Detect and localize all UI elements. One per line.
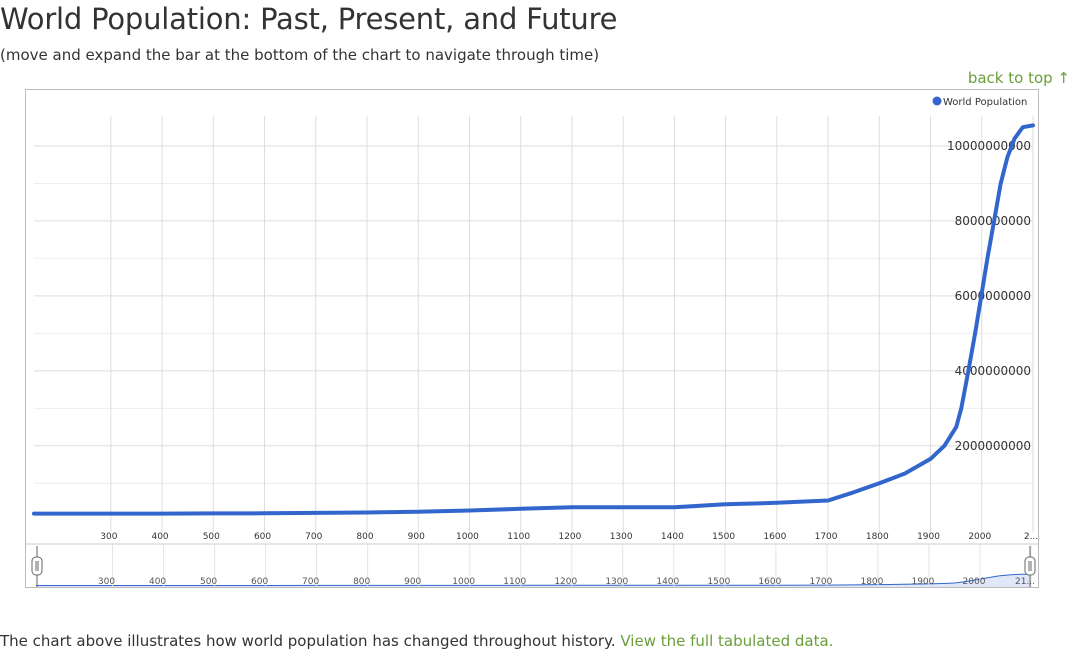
y-tick-label: 6000000000	[955, 289, 1031, 303]
x-tick-label: 900	[408, 532, 425, 542]
chart-canvas: 300 400 500 600 700 800 900 1000 1100 1200 1300 140…	[26, 96, 1038, 587]
x-tick-label: 400	[151, 532, 168, 542]
navigator-tick-label: 1700	[809, 577, 832, 587]
navigator-tick-label: 800	[353, 577, 370, 587]
page-subtitle: (move and expand the bar at the bottom o…	[0, 46, 600, 64]
x-tick-label: 300	[100, 532, 117, 542]
y-tick-label: 4000000000	[955, 364, 1031, 378]
chart-caption: The chart above illustrates how world po…	[0, 632, 833, 650]
navigator-tick-label: 600	[251, 577, 268, 587]
handle-grip	[31, 556, 43, 576]
x-tick-label: 1200	[558, 532, 581, 542]
navigator-tick-label: 1800	[860, 577, 883, 587]
x-tick-label: 1400	[661, 532, 684, 542]
population-chart[interactable]: 300 400 500 600 700 800 900 1000 1100 1200 1300 140…	[25, 89, 1039, 588]
x-tick-label: 1700	[815, 532, 838, 542]
navigator-tick-label: 400	[149, 577, 166, 587]
navigator-left-handle[interactable]	[31, 546, 43, 587]
navigator-tick-label: 1300	[605, 577, 628, 587]
x-tick-label: 1500	[712, 532, 735, 542]
navigator-tick-label: 1200	[554, 577, 577, 587]
navigator-tick-label: 900	[404, 577, 421, 587]
x-tick-label: 500	[203, 532, 220, 542]
navigator-tick-label: 300	[98, 577, 115, 587]
navigator-tick-label: 1100	[503, 577, 526, 587]
legend-label: World Population	[943, 97, 1027, 108]
y-tick-label: 2000000000	[955, 439, 1031, 453]
x-tick-label: 1600	[763, 532, 786, 542]
navigator-tick-label: 1400	[656, 577, 679, 587]
x-tick-label: 1900	[917, 532, 940, 542]
x-tick-label: 700	[305, 532, 322, 542]
navigator-tick-label: 1900	[911, 577, 934, 587]
x-tick-label: 800	[356, 532, 373, 542]
caption-text: The chart above illustrates how world po…	[0, 632, 621, 650]
navigator-tick-label: 1600	[758, 577, 781, 587]
y-tick-label: 10000000000	[947, 139, 1031, 153]
legend-marker	[932, 96, 942, 106]
x-tick-label: 2000	[968, 532, 991, 542]
handle-grip	[1024, 556, 1036, 576]
x-tick-label: 1800	[866, 532, 889, 542]
x-tick-label: 1100	[507, 532, 530, 542]
navigator-tick-label: 700	[302, 577, 319, 587]
navigator-line	[36, 573, 1031, 586]
navigator-right-handle[interactable]	[1024, 546, 1036, 587]
view-data-link[interactable]: View the full tabulated data.	[620, 632, 834, 650]
x-tick-label: 1000	[456, 532, 479, 542]
x-tick-label: 1300	[610, 532, 633, 542]
navigator-tick-label: 1000	[452, 577, 475, 587]
navigator-tick-label: 500	[200, 577, 217, 587]
page-title: World Population: Past, Present, and Fut…	[0, 2, 618, 36]
series-line	[32, 123, 1035, 516]
navigator-tick-label: 21...	[1015, 577, 1035, 587]
x-tick-label: 600	[254, 532, 271, 542]
navigator-tick-label: 1500	[707, 577, 730, 587]
back-to-top-link[interactable]: back to top ↑	[967, 69, 1070, 87]
x-tick-label: 2...	[1024, 532, 1038, 542]
navigator-tick-label: 2000	[963, 577, 986, 587]
